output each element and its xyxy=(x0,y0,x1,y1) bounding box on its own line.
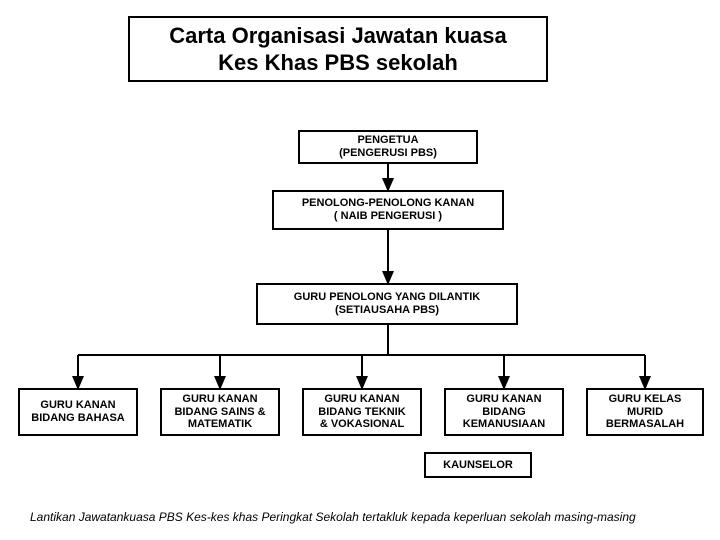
node-text: KAUNSELOR xyxy=(443,459,513,472)
title-line1: Carta Organisasi Jawatan kuasa xyxy=(169,22,507,50)
node-text: BIDANG xyxy=(482,406,525,419)
node-text: BIDANG SAINS & xyxy=(174,406,265,419)
node-text: GURU KANAN xyxy=(466,393,541,406)
node-text: BIDANG TEKNIK xyxy=(318,406,405,419)
node-text: KEMANUSIAAN xyxy=(463,418,546,431)
node-text: PENOLONG-PENOLONG KANAN xyxy=(302,197,474,210)
node-leaf-teknik: GURU KANAN BIDANG TEKNIK & VOKASIONAL xyxy=(302,388,422,436)
node-penolong: PENOLONG-PENOLONG KANAN ( NAIB PENGERUSI… xyxy=(272,190,504,230)
node-leaf-sains: GURU KANAN BIDANG SAINS & MATEMATIK xyxy=(160,388,280,436)
footer-note: Lantikan Jawatankuasa PBS Kes-kes khas P… xyxy=(30,510,636,524)
node-text: BIDANG BAHASA xyxy=(31,412,125,425)
node-text: ( NAIB PENGERUSI ) xyxy=(334,210,442,223)
node-text: GURU KANAN xyxy=(40,399,115,412)
node-text: GURU KELAS xyxy=(609,393,682,406)
node-text: GURU PENOLONG YANG DILANTIK xyxy=(294,291,480,304)
node-text: GURU KANAN xyxy=(182,393,257,406)
node-text: PENGETUA xyxy=(357,134,418,147)
node-leaf-kemanusiaan: GURU KANAN BIDANG KEMANUSIAAN xyxy=(444,388,564,436)
node-text: GURU KANAN xyxy=(324,393,399,406)
node-pengetua: PENGETUA (PENGERUSI PBS) xyxy=(298,130,478,164)
node-text: BERMASALAH xyxy=(606,418,684,431)
node-setiausaha: GURU PENOLONG YANG DILANTIK (SETIAUSAHA … xyxy=(256,283,518,325)
node-text: (PENGERUSI PBS) xyxy=(339,147,437,160)
title-line2: Kes Khas PBS sekolah xyxy=(218,49,458,77)
node-text: (SETIAUSAHA PBS) xyxy=(335,304,439,317)
node-leaf-bermasalah: GURU KELAS MURID BERMASALAH xyxy=(586,388,704,436)
node-text: & VOKASIONAL xyxy=(320,418,404,431)
node-text: MURID xyxy=(627,406,663,419)
title-box: Carta Organisasi Jawatan kuasa Kes Khas … xyxy=(128,16,548,82)
node-leaf-bahasa: GURU KANAN BIDANG BAHASA xyxy=(18,388,138,436)
node-kaunselor: KAUNSELOR xyxy=(424,452,532,478)
node-text: MATEMATIK xyxy=(188,418,252,431)
